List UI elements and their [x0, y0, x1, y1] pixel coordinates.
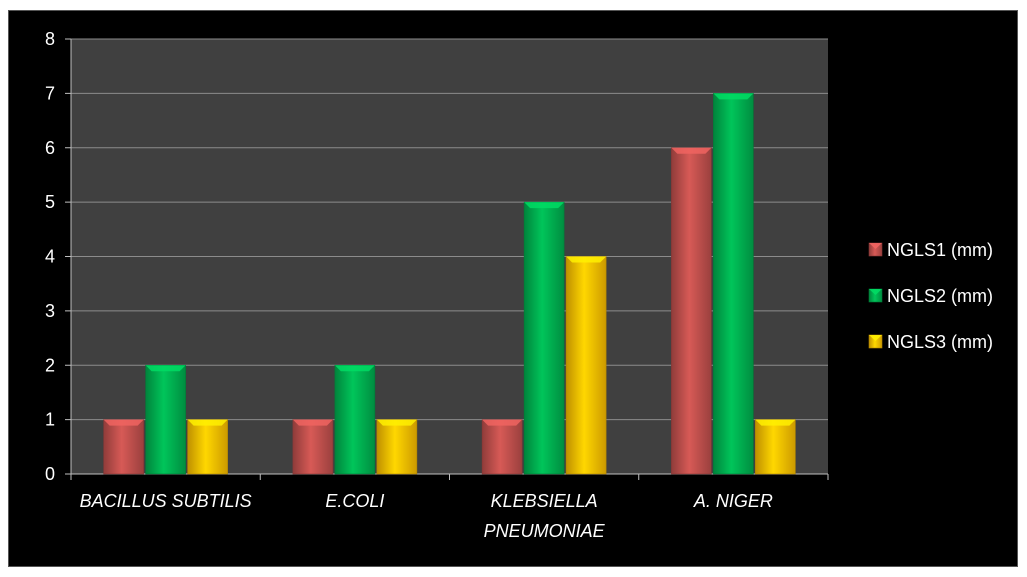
y-tick-label: 0: [45, 464, 55, 484]
bar-ngls1-2: [481, 419, 523, 475]
bar-bevel: [524, 202, 565, 209]
y-tick-label: 2: [45, 355, 55, 375]
legend-label: NGLS1 (mm): [887, 240, 993, 260]
bars: [103, 93, 796, 475]
bar-bevel: [187, 419, 228, 426]
bar-ngls2-0: [145, 364, 186, 475]
x-category-label: BACILLUS SUBTILIS: [80, 491, 252, 511]
y-tick-label: 3: [45, 301, 55, 321]
x-category-label: KLEBSIELLA: [491, 491, 598, 511]
bar-ngls2-2: [523, 201, 565, 475]
bar-chart: 0 1 2 3 4 5 6 7 8 BACILLUS SUBTILIS E.COLI KLEBSIE…: [45, 29, 993, 541]
y-tick-label: 1: [45, 410, 55, 430]
bar-ngls2-3: [713, 93, 754, 475]
legend-swatch-bevel: [869, 335, 882, 341]
y-tick-label: 5: [45, 192, 55, 212]
bar-bevel: [713, 93, 754, 100]
legend-swatch-bevel: [869, 289, 882, 295]
bar-ngls3-0: [187, 419, 228, 475]
y-tick-label: 8: [45, 29, 55, 49]
x-axis-categories: BACILLUS SUBTILIS E.COLI KLEBSIELLA PNEUMON…: [80, 491, 773, 541]
x-category-label: A. NIGER: [693, 491, 773, 511]
bar-bevel: [145, 365, 186, 372]
bar-ngls3-1: [376, 419, 418, 475]
y-axis-ticks: 0 1 2 3 4 5 6 7 8: [45, 29, 55, 484]
bar-bevel: [376, 419, 417, 426]
bar-bevel: [103, 419, 144, 426]
bar-bevel: [671, 147, 712, 154]
bar-ngls2-1: [334, 364, 376, 475]
x-category-label: PNEUMONIAE: [484, 521, 606, 541]
bar-ngls1-0: [103, 419, 144, 475]
legend-label: NGLS2 (mm): [887, 286, 993, 306]
chart-frame: 0 1 2 3 4 5 6 7 8 BACILLUS SUBTILIS E.COLI KLEBSIE…: [8, 10, 1018, 567]
bar-ngls3-2: [565, 256, 607, 475]
y-tick-label: 4: [45, 247, 55, 267]
bar-bevel: [566, 256, 607, 263]
bar-bevel: [482, 419, 523, 426]
bar-bevel: [292, 419, 333, 426]
y-tick-label: 7: [45, 83, 55, 103]
legend-label: NGLS3 (mm): [887, 332, 993, 352]
x-category-label: E.COLI: [325, 491, 384, 511]
legend: NGLS1 (mm) NGLS2 (mm) NGLS3 (mm): [868, 240, 993, 352]
bar-ngls3-3: [755, 419, 796, 475]
y-tick-label: 6: [45, 138, 55, 158]
bar-bevel: [334, 365, 375, 372]
bar-ngls1-3: [671, 147, 712, 475]
legend-swatch-bevel: [869, 243, 882, 249]
bar-bevel: [755, 419, 796, 426]
bar-ngls1-1: [292, 419, 334, 475]
